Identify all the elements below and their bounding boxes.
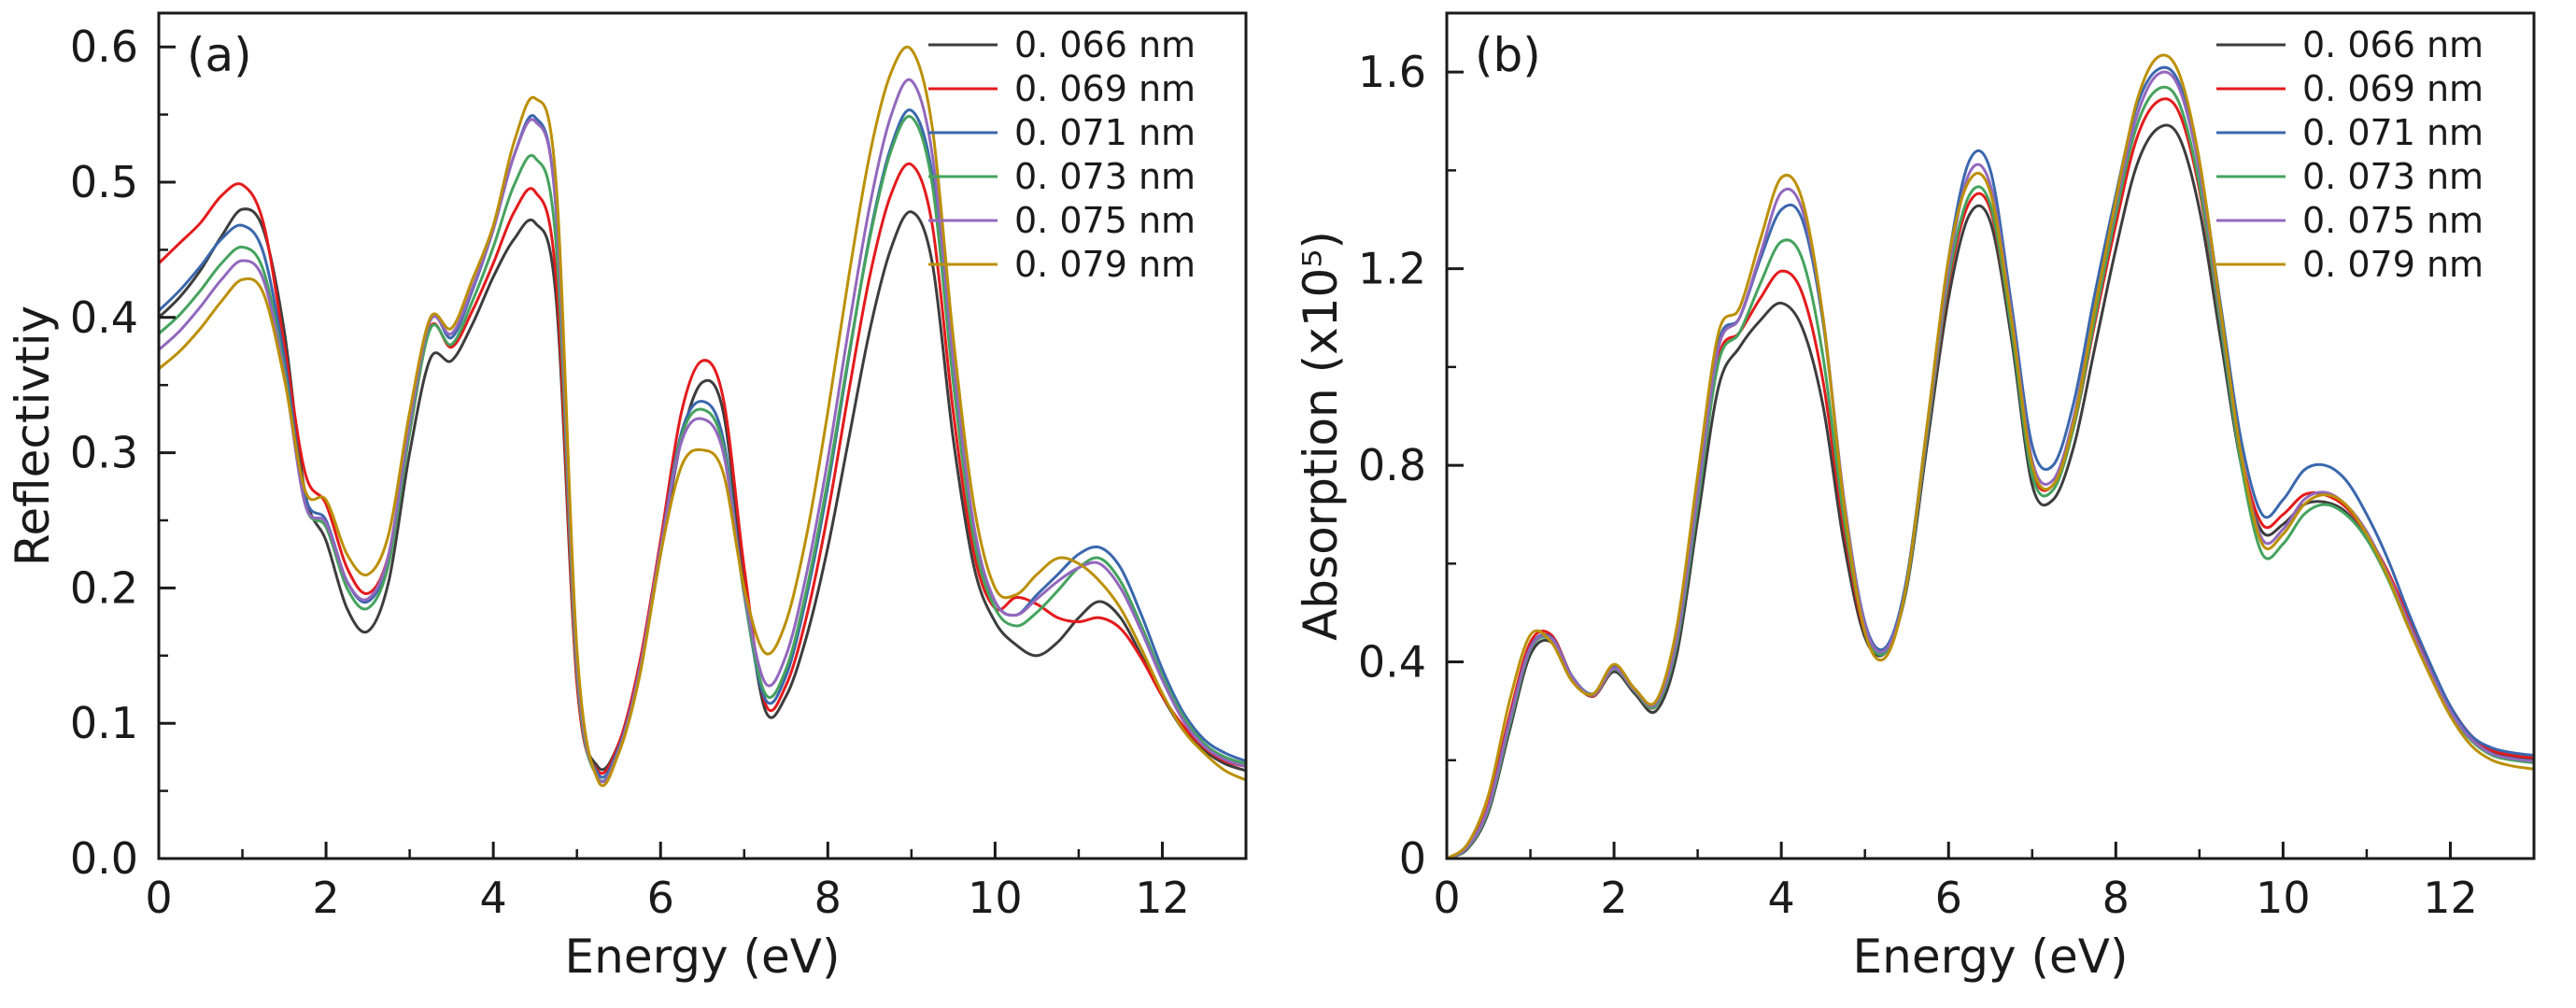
x-tick-label: 12	[1135, 873, 1190, 923]
x-tick-label: 10	[968, 873, 1023, 923]
y-tick-label: 0.2	[70, 562, 138, 613]
series-line-5	[1447, 53, 2534, 859]
y-tick-label: 0.0	[70, 833, 138, 884]
y-axis-label: Reflectivtiy	[6, 305, 60, 566]
legend-label-0: 0. 066 nm	[1014, 24, 1196, 65]
plot-frame	[1445, 11, 2536, 860]
y-tick-label: 1.2	[1358, 244, 1426, 294]
legend-label-4: 0. 075 nm	[1014, 200, 1196, 241]
y-tick-label: 1.6	[1358, 47, 1426, 97]
legend-label-4: 0. 075 nm	[2302, 200, 2484, 241]
legend-label-5: 0. 079 nm	[1014, 244, 1196, 285]
panel-label: (a)	[187, 28, 252, 82]
legend-label-3: 0. 073 nm	[2302, 156, 2484, 197]
series-line-0	[1447, 123, 2534, 859]
series-group	[1447, 53, 2534, 859]
legend-label-3: 0. 073 nm	[1014, 156, 1196, 197]
x-axis-label: Energy (eV)	[565, 930, 841, 984]
y-tick-label: 0.4	[1358, 637, 1426, 688]
x-tick-label: 0	[1433, 873, 1460, 923]
series-line-1	[159, 162, 1246, 775]
series-line-3	[159, 115, 1246, 783]
x-tick-label: 4	[480, 873, 507, 923]
y-tick-label: 0.6	[70, 21, 138, 72]
legend-label-2: 0. 071 nm	[2302, 112, 2484, 153]
x-tick-label: 10	[2256, 873, 2311, 923]
y-tick-label: 0.3	[70, 428, 138, 478]
plot-frame	[157, 11, 1248, 860]
y-tick-label: 0.8	[1358, 440, 1426, 490]
series-line-4	[159, 78, 1246, 784]
x-tick-label: 4	[1768, 873, 1795, 923]
x-tick-label: 2	[1600, 873, 1627, 923]
y-tick-label: 0	[1399, 833, 1426, 884]
y-tick-label: 0.1	[70, 698, 138, 748]
x-axis-label: Energy (eV)	[1853, 930, 2129, 984]
x-tick-label: 2	[312, 873, 339, 923]
legend-label-2: 0. 071 nm	[1014, 112, 1196, 153]
legend: 0. 066 nm0. 069 nm0. 071 nm0. 073 nm0. 0…	[2216, 24, 2484, 285]
x-tick-label: 6	[1935, 873, 1962, 923]
y-tick-label: 0.5	[70, 157, 138, 207]
y-axis-label: Absorption (x10⁵)	[1294, 231, 1348, 641]
series-line-5	[159, 45, 1246, 788]
x-tick-label: 8	[2102, 873, 2130, 923]
legend-label-1: 0. 069 nm	[1014, 68, 1196, 109]
x-tick-label: 6	[647, 873, 674, 923]
chart-panel-a: 0 2 4 6 8 10 12 0.0 0.1 0.2 0.3 0.4 0.5 0.6 Energy (eV…	[6, 11, 1248, 984]
legend-label-5: 0. 079 nm	[2302, 244, 2484, 285]
series-line-0	[159, 207, 1246, 773]
legend-label-1: 0. 069 nm	[2302, 68, 2484, 109]
x-tick-label: 8	[814, 873, 842, 923]
panel-label: (b)	[1475, 28, 1541, 82]
x-tick-label: 0	[145, 873, 172, 923]
chart-panel-b: 0 2 4 6 8 10 12 0 0.4 0.8 1.2 1.6 Energy (eV) Absorpt…	[1294, 11, 2536, 984]
series-group	[159, 45, 1246, 788]
y-tick-label: 0.4	[70, 292, 138, 343]
x-tick-label: 12	[2423, 873, 2478, 923]
legend: 0. 066 nm0. 069 nm0. 071 nm0. 073 nm0. 0…	[928, 24, 1196, 285]
legend-label-0: 0. 066 nm	[2302, 24, 2484, 65]
